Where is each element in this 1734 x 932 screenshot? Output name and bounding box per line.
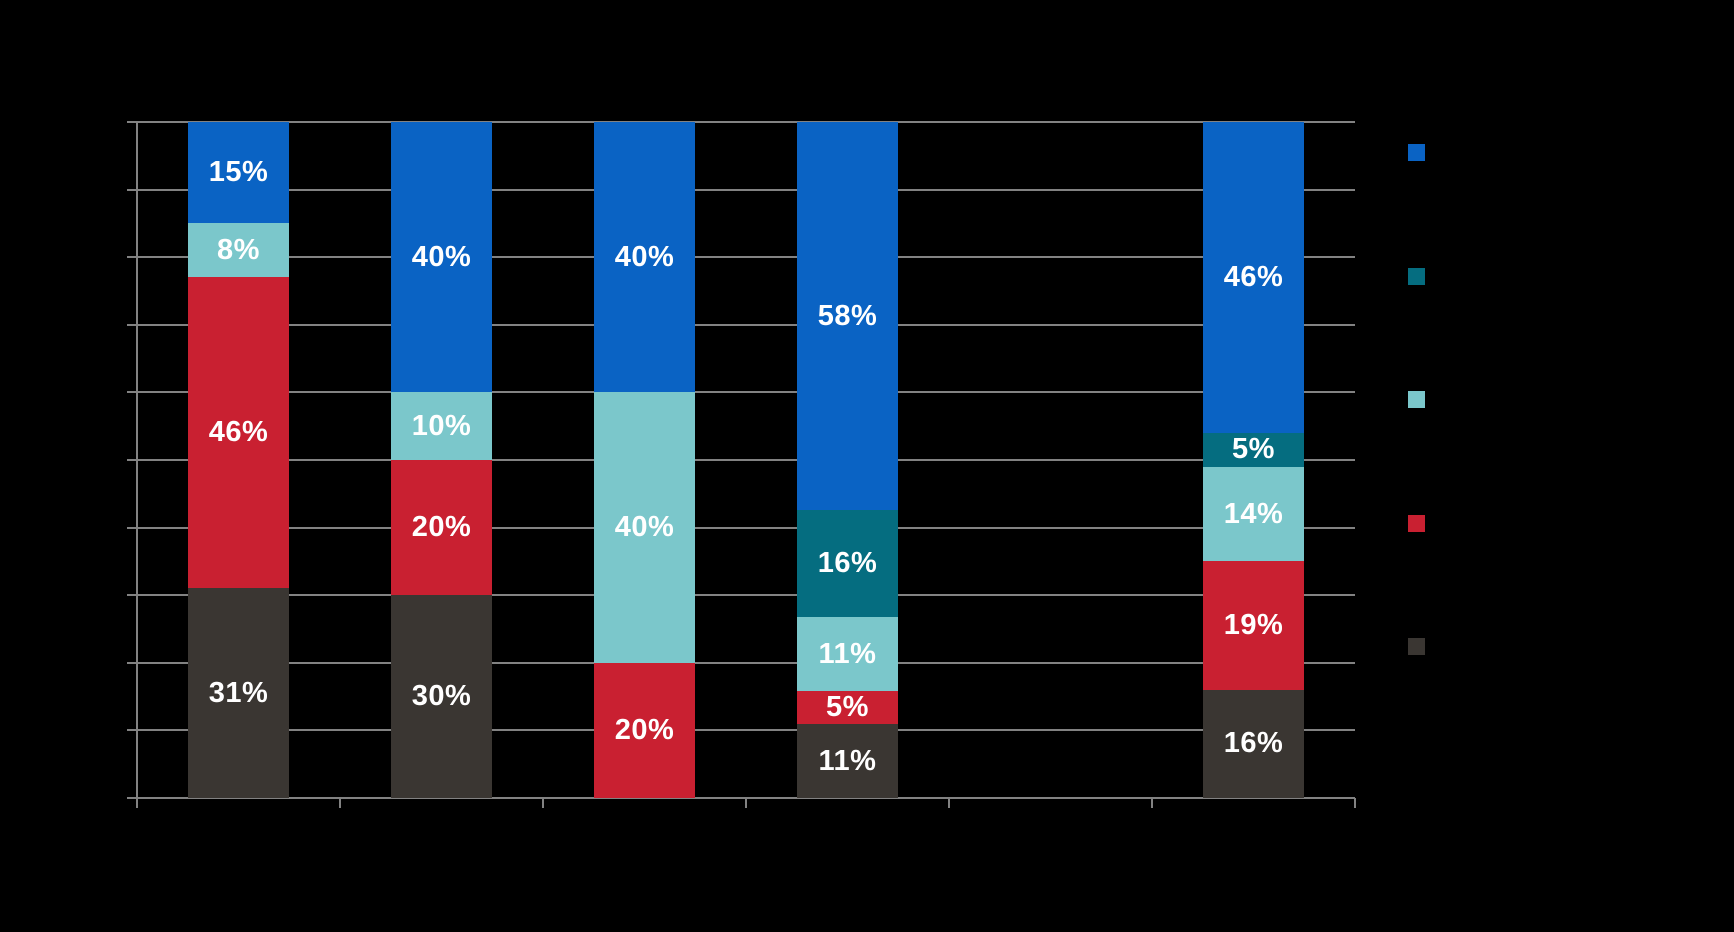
legend-swatch-blue	[1408, 144, 1425, 161]
stacked-bar: 46% 5% 14% 19% 16%	[1203, 122, 1304, 798]
legend-swatch-red	[1408, 514, 1425, 532]
bar-segment-dark-teal: 16%	[797, 510, 898, 618]
bar-segment-dark-teal: 5%	[1203, 432, 1304, 467]
x-axis-tick	[339, 798, 341, 808]
segment-data-label: 10%	[411, 409, 472, 442]
segment-data-label: 46%	[1223, 260, 1284, 293]
bar-segment-light-teal: 14%	[1203, 466, 1304, 562]
x-axis-tick	[1354, 798, 1356, 808]
segment-data-label: 11%	[818, 744, 877, 777]
bar-segment-blue: 58%	[797, 122, 898, 511]
x-axis-tick	[1151, 798, 1153, 808]
gridline	[127, 729, 1355, 732]
segment-data-label: 8%	[217, 233, 260, 266]
bar-segment-red: 20%	[594, 662, 695, 798]
segment-data-label: 14%	[1223, 497, 1284, 530]
segment-data-label: 31%	[208, 676, 269, 709]
segment-data-label: 11%	[818, 637, 877, 670]
segment-data-label: 5%	[1232, 433, 1275, 466]
segment-data-label: 30%	[411, 680, 472, 713]
bar-segment-light-teal: 11%	[797, 617, 898, 691]
segment-data-label: 40%	[614, 240, 675, 273]
segment-data-label: 15%	[208, 156, 269, 189]
bar-segment-red: 46%	[188, 277, 289, 589]
bar-segment-dark-gray: 31%	[188, 588, 289, 798]
segment-data-label: 40%	[614, 511, 675, 544]
gridline	[127, 188, 1355, 191]
segment-data-label: 16%	[1223, 727, 1284, 760]
bar-segment-dark-gray: 16%	[1203, 689, 1304, 798]
gridline	[127, 661, 1355, 664]
stacked-bar: 15% 8% 46% 31%	[188, 122, 289, 798]
bar-segment-dark-gray: 11%	[797, 724, 898, 798]
segment-data-label: 5%	[826, 691, 869, 724]
x-axis-tick	[745, 798, 747, 808]
bar-segment-dark-gray: 30%	[391, 595, 492, 798]
bar-segment-red: 5%	[797, 690, 898, 725]
segment-data-label: 46%	[208, 416, 269, 449]
gridline	[127, 594, 1355, 597]
segment-data-label: 58%	[817, 299, 878, 332]
gridline	[127, 459, 1355, 461]
bar-segment-light-teal: 10%	[391, 392, 492, 460]
bar-segment-blue: 46%	[1203, 122, 1304, 433]
gridline	[127, 526, 1355, 529]
segment-data-label: 40%	[411, 240, 472, 273]
legend-swatch-dark-teal	[1408, 267, 1425, 285]
stacked-bar: 58% 16% 11% 5% 11%	[797, 122, 898, 798]
gridline	[127, 256, 1355, 259]
bar-segment-blue: 15%	[188, 122, 289, 224]
y-axis-line	[136, 122, 138, 808]
stacked-bar: 40% 40% 20%	[594, 122, 695, 798]
x-axis-line	[127, 797, 1355, 799]
x-axis-tick	[542, 798, 544, 808]
gridline	[127, 391, 1355, 394]
bar-segment-red: 19%	[1203, 561, 1304, 690]
segment-data-label: 19%	[1223, 609, 1284, 642]
segment-data-label: 20%	[614, 713, 675, 746]
bar-segment-blue: 40%	[391, 122, 492, 393]
gridline	[127, 121, 1355, 123]
segment-data-label: 16%	[817, 547, 878, 580]
gridline	[127, 323, 1355, 326]
bar-segment-light-teal: 8%	[188, 223, 289, 278]
legend-swatch-dark-gray	[1408, 638, 1425, 655]
x-axis-tick	[948, 798, 950, 808]
stacked-bar: 40% 10% 20% 30%	[391, 122, 492, 798]
bar-segment-blue: 40%	[594, 122, 695, 393]
legend-swatch-light-teal	[1408, 391, 1425, 408]
segment-data-label: 20%	[411, 511, 472, 544]
plot-area: 15% 8% 46% 31% 40% 10% 20% 30% 40% 40% 20% 58% 16% 11…	[127, 121, 1356, 808]
bar-segment-light-teal: 40%	[594, 392, 695, 663]
bar-segment-red: 20%	[391, 459, 492, 596]
